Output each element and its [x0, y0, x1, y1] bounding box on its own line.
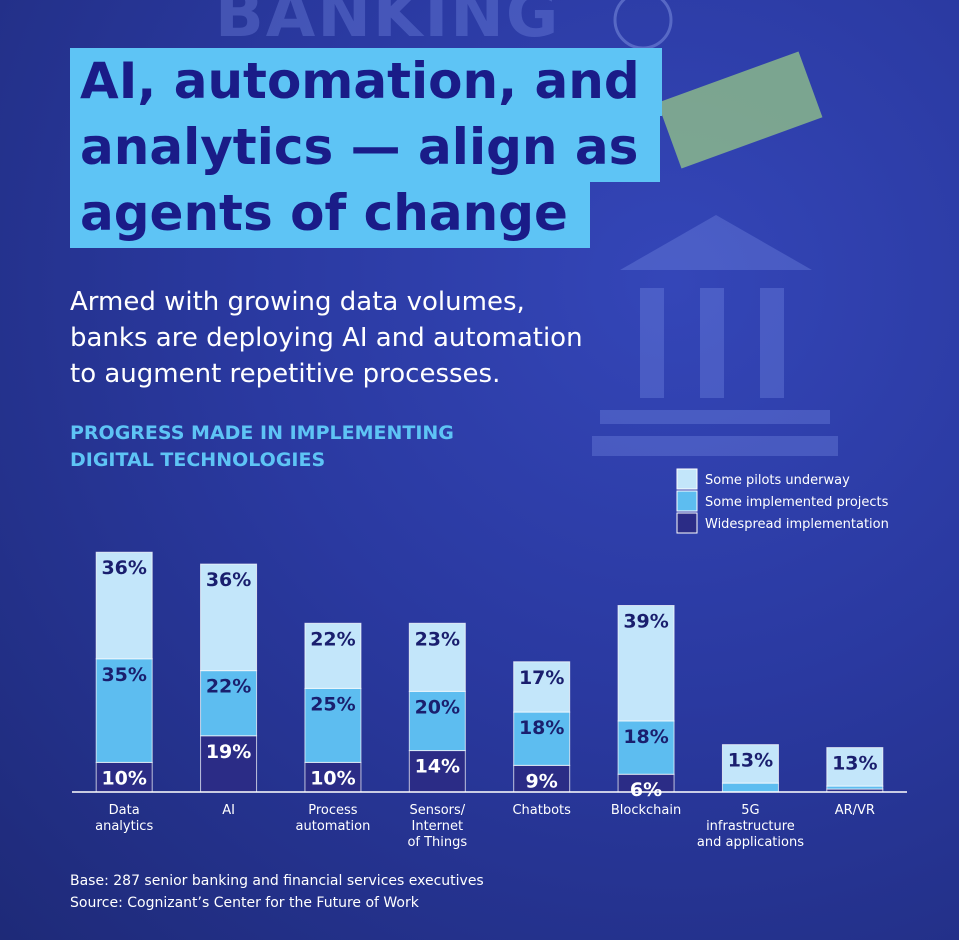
- note: Base: 287 senior banking and financial s…: [70, 873, 484, 889]
- data-label: 17%: [519, 667, 564, 689]
- note: Source: Cognizant’s Center for the Futur…: [70, 895, 419, 911]
- legend-label: Some implemented projects: [705, 495, 889, 510]
- bar-segment: [408, 690, 466, 752]
- data-label: 10%: [310, 767, 355, 789]
- data-label: 23%: [415, 628, 460, 650]
- bar-segment: [200, 563, 258, 672]
- title: AI, automation, and analytics — align as…: [70, 48, 670, 248]
- data-label: 20%: [415, 696, 460, 718]
- data-label: 22%: [310, 628, 355, 650]
- bar-segment: [304, 622, 362, 689]
- data-label: 36%: [206, 569, 251, 591]
- data-label: 19%: [206, 741, 251, 763]
- data-label: 10%: [101, 767, 146, 789]
- data-label: 6%: [630, 779, 662, 801]
- bar-segment: [721, 782, 779, 793]
- notes: Base: 287 senior banking and financial s…: [70, 870, 484, 914]
- bar-segment: [826, 747, 884, 787]
- x-tick-label: Sensors/Internet of Things: [407, 803, 467, 850]
- data-label: 18%: [623, 726, 668, 748]
- bar-segment: [408, 622, 466, 692]
- subtitle: Armed with growing data volumes, banks a…: [70, 287, 583, 389]
- bar-segment: [95, 658, 153, 763]
- bar-segment: [304, 761, 362, 793]
- bar-segment: [721, 744, 779, 784]
- bar-segment: [513, 711, 571, 766]
- bar-segment: [95, 551, 153, 660]
- data-label: 9%: [526, 770, 558, 792]
- bar-segment: [617, 720, 675, 775]
- legend-label: Widespread implementation: [705, 517, 889, 532]
- background-word: BANKING: [215, 0, 561, 52]
- chart-title: PROGRESS MADE IN IMPLEMENTING DIGITAL TE…: [70, 422, 454, 471]
- data-label: 13%: [832, 753, 877, 775]
- x-tick-label: Process automation: [296, 803, 371, 834]
- bank-icon: [592, 215, 838, 456]
- bar-segment: [617, 605, 675, 722]
- money-icon: [657, 51, 823, 169]
- x-tick-label: Blockchain: [611, 803, 681, 818]
- data-label: 36%: [101, 557, 146, 579]
- x-tick-label: AR/VR: [835, 803, 875, 818]
- legend-swatch: [676, 490, 698, 512]
- x-tick-label: 5G infrastructure and applications: [697, 803, 804, 850]
- data-label: 13%: [728, 750, 773, 772]
- legend-swatch: [676, 512, 698, 534]
- x-tick-label: AI: [222, 803, 235, 818]
- data-label: 35%: [101, 664, 146, 686]
- legend-label: Some pilots underway: [705, 473, 850, 488]
- legend-swatch: [676, 468, 698, 490]
- data-label: 18%: [519, 717, 564, 739]
- bar-segment: [513, 764, 571, 793]
- data-label: 14%: [415, 756, 460, 778]
- data-label: 22%: [206, 676, 251, 698]
- bar-segment: [95, 761, 153, 793]
- data-label: 39%: [623, 611, 668, 633]
- x-tick-label: Data analytics: [95, 803, 153, 834]
- data-label: 25%: [310, 693, 355, 715]
- bar-segment: [200, 670, 258, 737]
- bar-segment: [513, 661, 571, 713]
- x-tick-label: Chatbots: [512, 803, 571, 818]
